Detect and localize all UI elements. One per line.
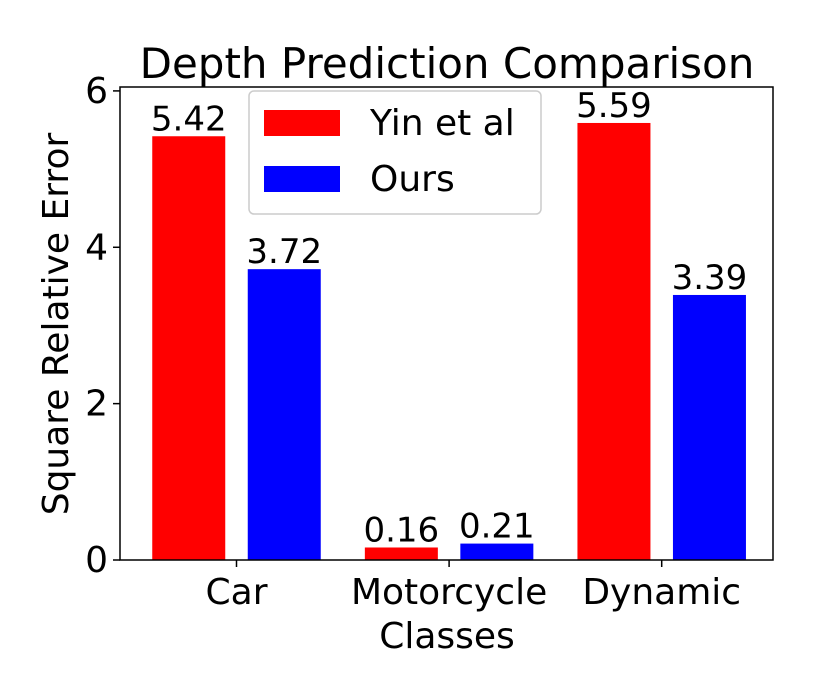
bar-car-ours (247, 269, 321, 560)
bar-value-label: 3.72 (246, 232, 322, 272)
x-axis-label: Classes (379, 616, 515, 657)
y-axis-ticks: 0 2 4 6 (85, 71, 120, 581)
bar-dynamic-yin-et-al (577, 122, 651, 561)
x-tick-label: Dynamic (582, 572, 741, 613)
y-tick-label: 0 (85, 540, 108, 581)
y-tick-label: 2 (85, 384, 108, 425)
legend-swatch-yin-et-al (264, 110, 340, 136)
bar-car-yin-et-al (152, 136, 226, 560)
y-tick-label: 4 (85, 227, 108, 268)
bar-labels-group: 5.42 3.72 0.16 0.21 5.59 3.39 (151, 86, 747, 551)
legend-label-yin-et-al: Yin et al (369, 103, 515, 144)
legend-label-ours: Ours (370, 159, 455, 200)
bar-value-label: 5.59 (576, 86, 652, 126)
y-axis-label: Square Relative Error (36, 133, 77, 516)
y-tick-label: 6 (85, 71, 108, 112)
chart-title: Depth Prediction Comparison (140, 39, 755, 88)
x-axis-ticks: Car Motorcycle Dynamic (206, 560, 741, 613)
legend-swatch-ours (264, 166, 340, 192)
bar-dynamic-ours (672, 294, 746, 560)
plot-area: 5.42 3.72 0.16 0.21 5.59 3.39 0 2 4 6 Car Motorcy… (85, 71, 774, 613)
bar-motorcycle-ours (460, 543, 534, 560)
x-tick-label: Motorcycle (351, 572, 547, 613)
legend: Yin et al Ours (248, 90, 542, 215)
x-tick-label: Car (206, 572, 268, 613)
bar-motorcycle-yin-et-al (364, 547, 438, 560)
bar-value-label: 3.39 (672, 258, 748, 298)
bars-group (152, 122, 746, 561)
bar-value-label: 0.21 (459, 507, 535, 547)
plot-frame (119, 86, 774, 561)
bar-value-label: 0.16 (363, 510, 439, 550)
bar-value-label: 5.42 (151, 99, 227, 139)
